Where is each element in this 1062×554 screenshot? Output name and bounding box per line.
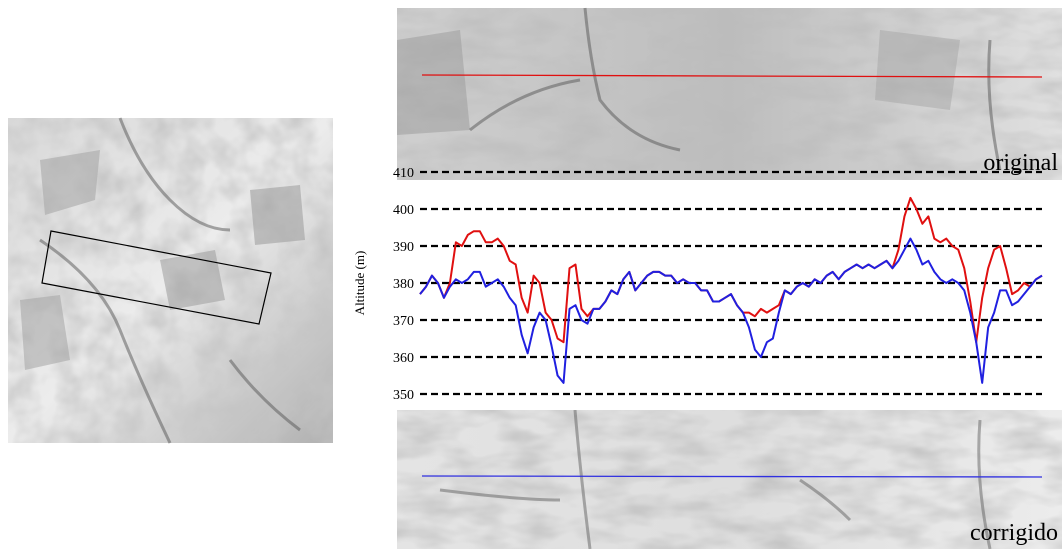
data-line — [419, 237, 1043, 384]
y-tick-label: 390 — [393, 240, 414, 255]
y-axis-label: Altitude (m) — [352, 251, 367, 316]
y-tick-label: 400 — [393, 203, 414, 218]
y-tick-label: 370 — [393, 314, 414, 329]
y-tick-label: 410 — [393, 166, 414, 181]
overview-image — [8, 117, 333, 444]
strip-label: corrigido — [970, 520, 1058, 546]
altitude-chart: 350 360 370 380 390 400 410 Altitude (m) — [345, 166, 1062, 410]
y-tick-label: 360 — [393, 351, 414, 366]
y-tick-label: 350 — [393, 388, 414, 403]
corrected-strip: corrigido — [397, 409, 1062, 550]
y-tick-label: 380 — [393, 277, 414, 292]
original-strip: original — [397, 7, 1062, 180]
